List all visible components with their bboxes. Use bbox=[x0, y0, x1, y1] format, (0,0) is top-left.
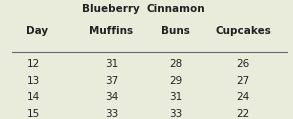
Text: Cupcakes: Cupcakes bbox=[215, 26, 271, 36]
Text: 31: 31 bbox=[105, 59, 118, 69]
Text: 28: 28 bbox=[169, 59, 183, 69]
Text: 15: 15 bbox=[26, 109, 40, 119]
Text: 37: 37 bbox=[105, 76, 118, 86]
Text: Muffins: Muffins bbox=[89, 26, 133, 36]
Text: 31: 31 bbox=[169, 92, 183, 102]
Text: 27: 27 bbox=[236, 76, 250, 86]
Text: 22: 22 bbox=[236, 109, 250, 119]
Text: 33: 33 bbox=[105, 109, 118, 119]
Text: Blueberry: Blueberry bbox=[82, 4, 140, 14]
Text: 13: 13 bbox=[26, 76, 40, 86]
Text: 12: 12 bbox=[26, 59, 40, 69]
Text: Buns: Buns bbox=[161, 26, 190, 36]
Text: 14: 14 bbox=[26, 92, 40, 102]
Text: 33: 33 bbox=[169, 109, 183, 119]
Text: 24: 24 bbox=[236, 92, 250, 102]
Text: 34: 34 bbox=[105, 92, 118, 102]
Text: 26: 26 bbox=[236, 59, 250, 69]
Text: Cinnamon: Cinnamon bbox=[146, 4, 205, 14]
Text: 29: 29 bbox=[169, 76, 183, 86]
Text: Day: Day bbox=[26, 26, 49, 36]
